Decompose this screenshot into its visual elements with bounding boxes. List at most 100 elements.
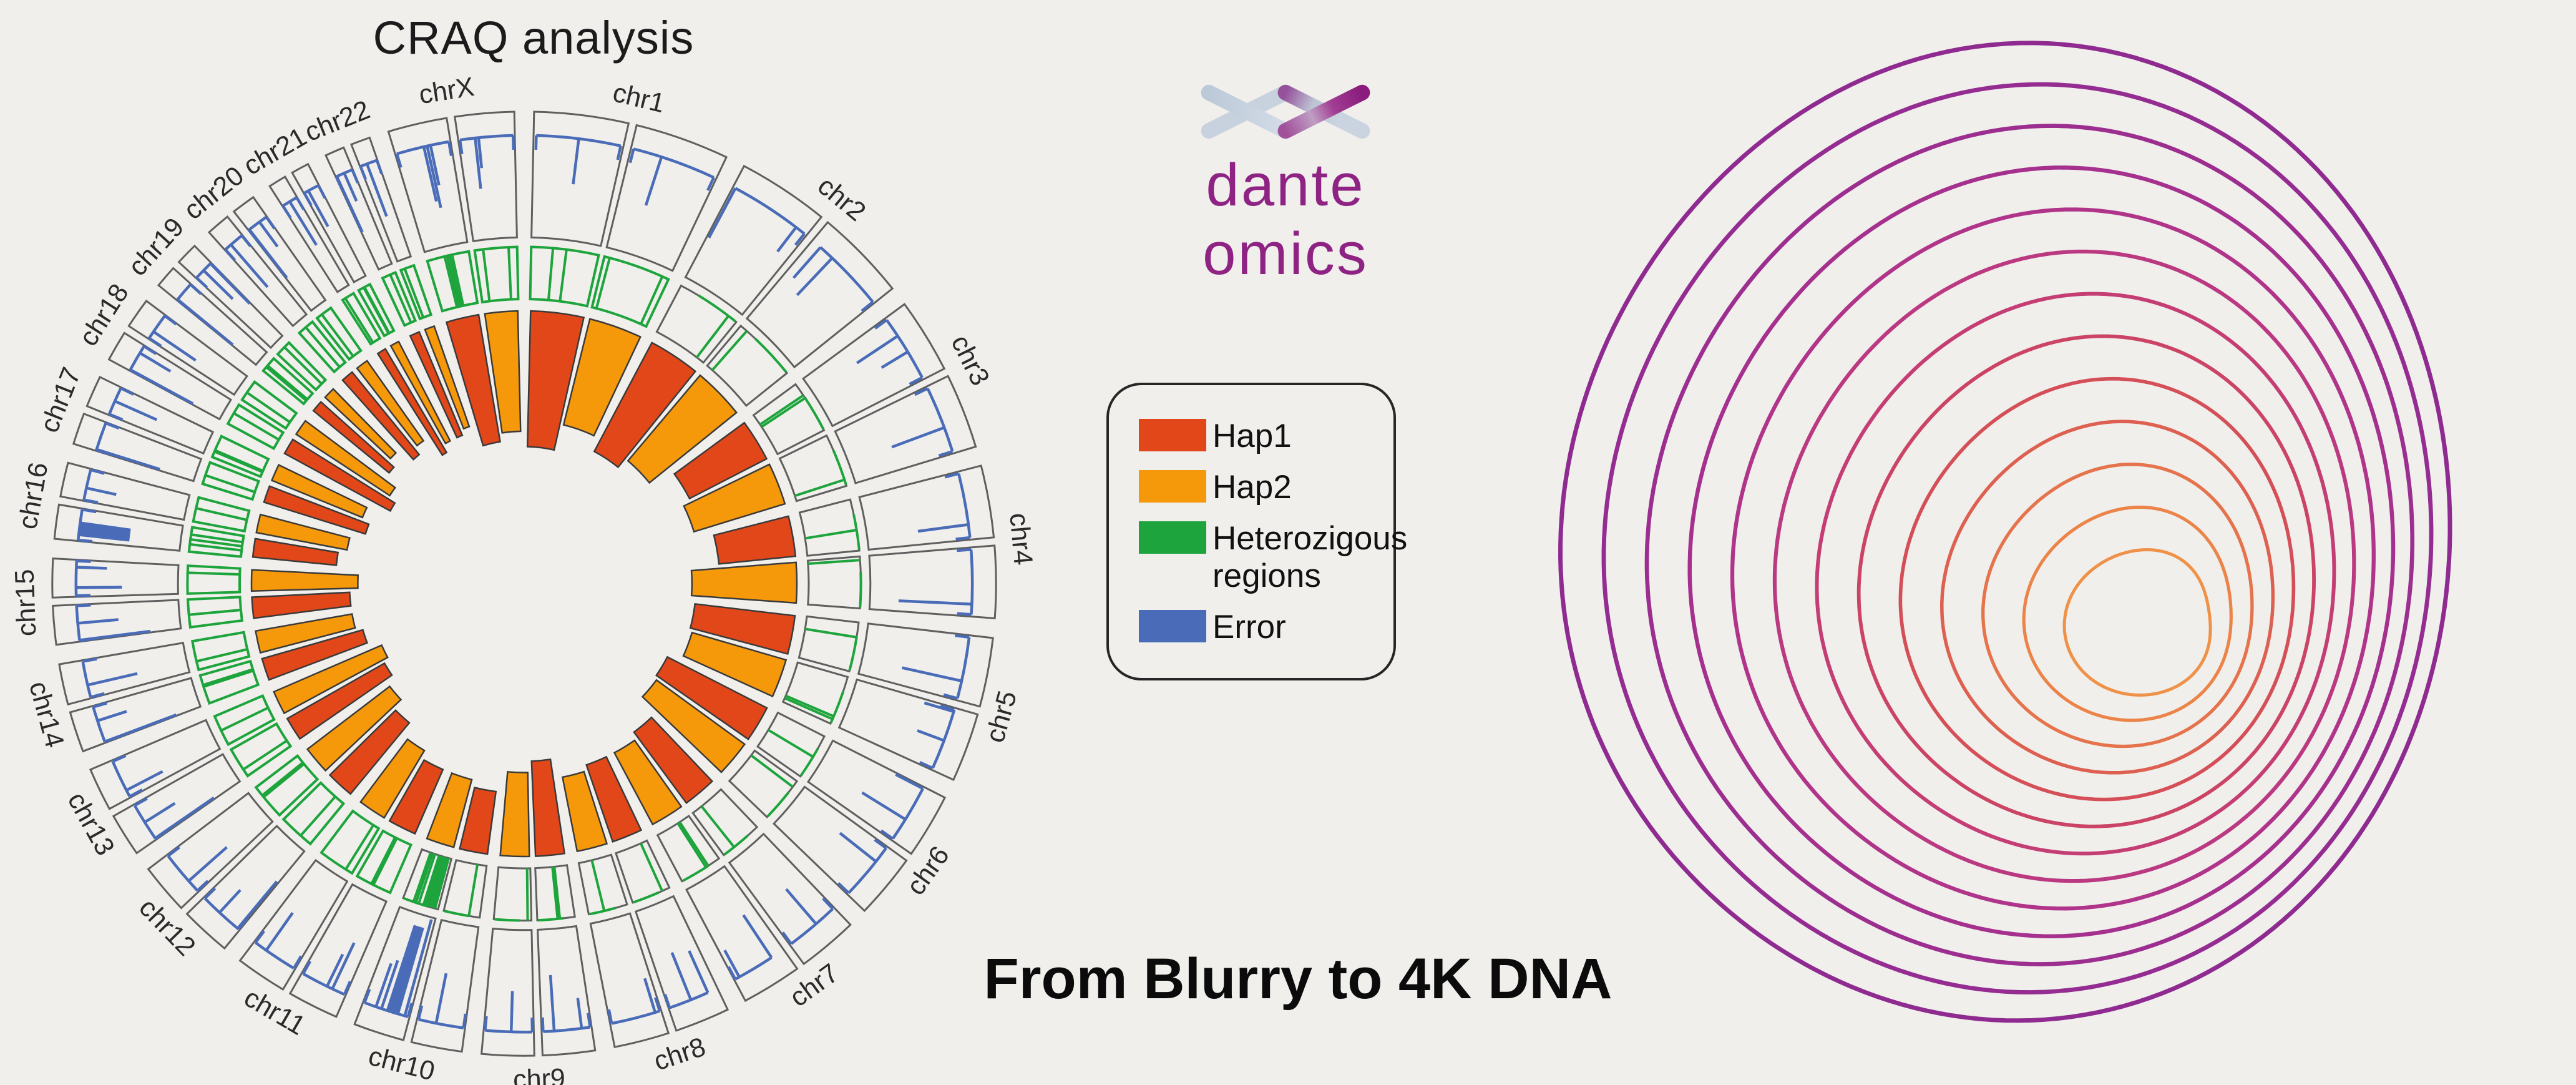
- contour-ring: [1981, 463, 2254, 749]
- contour-art: [1558, 41, 2452, 1023]
- error-drop: [295, 197, 305, 211]
- error-drop: [688, 950, 710, 994]
- het-line: [344, 824, 375, 870]
- het-box: [213, 694, 276, 747]
- error-drop: [120, 386, 135, 396]
- hap2-bar: [255, 513, 351, 551]
- het-line: [372, 837, 398, 886]
- error-box: [480, 927, 535, 1057]
- error-box: [802, 303, 946, 428]
- het-outer-edge: [403, 897, 428, 908]
- error-baseline: [734, 187, 806, 235]
- het-line: [448, 255, 462, 307]
- error-box: [728, 832, 852, 966]
- het-line: [370, 837, 396, 885]
- het-box: [254, 754, 320, 817]
- het-line: [547, 248, 555, 300]
- heterozygous-swatch: [1139, 521, 1206, 554]
- error-spike: [154, 796, 215, 840]
- contour-ring: [1856, 334, 2316, 828]
- error-drop: [462, 1013, 467, 1028]
- error-ring: [51, 110, 997, 1057]
- error-spike: [670, 951, 693, 1001]
- error-drop: [792, 246, 822, 279]
- het-outer-edge: [766, 792, 790, 818]
- error-drop: [105, 421, 120, 430]
- error-box: [69, 677, 202, 753]
- error-baseline: [203, 897, 240, 931]
- het-outer-edge: [799, 748, 819, 777]
- contour-ring: [1558, 41, 2452, 1023]
- error-spike: [901, 666, 962, 683]
- error-baseline: [926, 388, 954, 452]
- error-drop: [134, 797, 148, 807]
- het-line: [804, 627, 857, 639]
- hap1-bar: [585, 755, 643, 843]
- error-drop: [957, 548, 972, 552]
- error-drop: [511, 135, 515, 150]
- het-line: [417, 853, 437, 905]
- error-box: [288, 883, 388, 1018]
- error-drop: [938, 450, 953, 458]
- error-baseline: [485, 1029, 533, 1034]
- het-outer-edge: [852, 514, 861, 550]
- chromosome-label: chr12: [133, 893, 201, 962]
- hap1-swatch: [1139, 419, 1206, 451]
- hap2-bar: [359, 738, 426, 819]
- error-drop: [587, 1013, 592, 1028]
- hap1-bar: [263, 485, 370, 535]
- error-spike: [218, 889, 242, 914]
- error-box: [89, 719, 222, 810]
- error-baseline: [418, 1018, 464, 1029]
- het-box: [192, 496, 251, 533]
- error-box: [268, 175, 350, 293]
- error-spike: [96, 448, 160, 471]
- error-spike: [265, 911, 294, 951]
- chromosome-label: chr6: [900, 841, 955, 901]
- het-line: [205, 474, 255, 494]
- legend-item-hap2: Hap2: [1139, 469, 1375, 506]
- error-baseline: [956, 637, 971, 699]
- chromosome-label: chr7: [784, 958, 844, 1013]
- chromosome-label: chr19: [122, 212, 190, 282]
- chromosome-label: chr13: [62, 787, 120, 860]
- error-drop: [84, 498, 99, 504]
- hap1-bar: [673, 421, 768, 500]
- het-line: [525, 868, 529, 921]
- legend-item-het: Heterozigous regions: [1139, 520, 1407, 594]
- error-drop: [189, 283, 202, 295]
- error-baseline: [886, 319, 924, 378]
- het-line: [190, 533, 243, 544]
- error-spike: [576, 998, 583, 1029]
- het-box: [529, 245, 600, 308]
- het-line: [559, 249, 568, 302]
- error-drop: [351, 169, 359, 184]
- error-drop: [395, 153, 402, 168]
- error-spike: [104, 713, 177, 744]
- error-drop: [663, 993, 671, 1009]
- error-drop: [90, 692, 105, 699]
- error-box: [58, 641, 191, 706]
- error-baseline: [790, 908, 834, 945]
- het-line: [761, 396, 806, 428]
- error-spike: [380, 960, 399, 1009]
- hap1-bar: [341, 371, 421, 461]
- chromosome-label: chr5: [980, 687, 1023, 745]
- error-baseline: [82, 469, 92, 501]
- error-drop: [727, 966, 737, 980]
- het-line: [676, 822, 708, 868]
- logo-weave: [1201, 84, 1370, 139]
- error-drop: [281, 205, 292, 219]
- het-box: [798, 615, 860, 673]
- het-line: [412, 852, 432, 903]
- error-baseline: [734, 956, 773, 981]
- het-line: [203, 669, 254, 688]
- hap2-bar: [255, 613, 356, 654]
- hap1-bar: [283, 438, 396, 513]
- hap1-bar: [251, 538, 339, 566]
- chromosome-label: chr21: [238, 122, 311, 181]
- het-box: [276, 340, 328, 392]
- error-box: [530, 110, 630, 247]
- het-line: [700, 805, 735, 848]
- error-baseline: [611, 1009, 660, 1025]
